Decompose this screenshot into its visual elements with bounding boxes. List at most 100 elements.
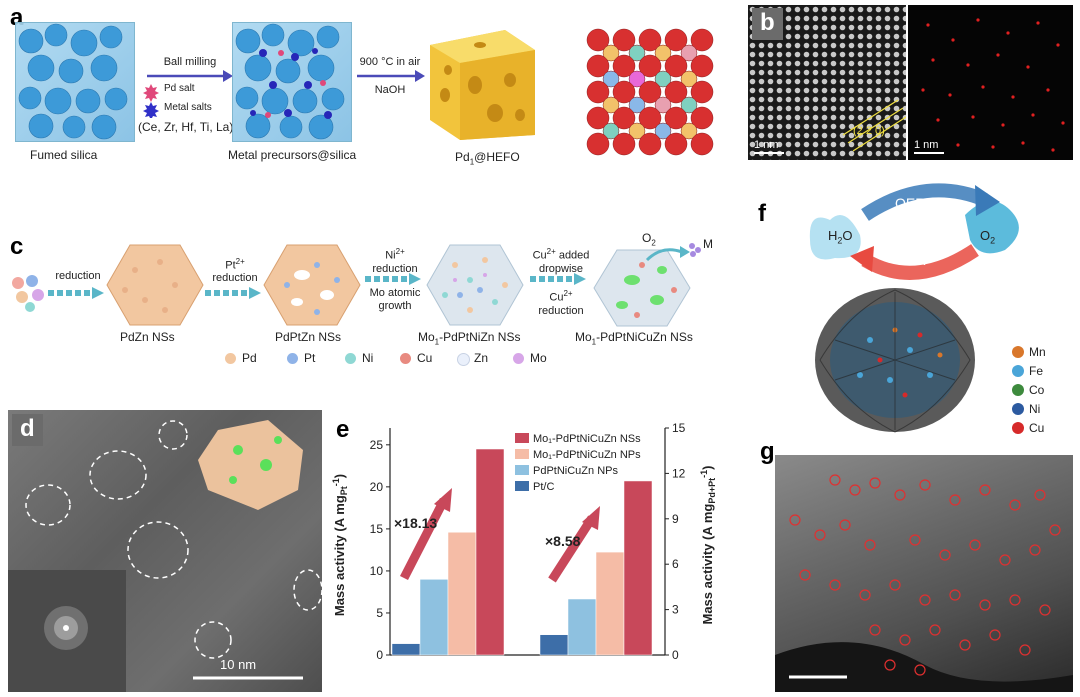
trend-arrow xyxy=(399,497,449,581)
panel-b-lattice-label: (2 2 0) xyxy=(853,125,885,137)
legend-swatch xyxy=(457,353,470,366)
legend-label: Pt xyxy=(304,351,316,365)
panel-b-scale-right: 1 nm xyxy=(914,139,939,151)
legend-label: Cu xyxy=(417,351,433,365)
right-tick-label: 3 xyxy=(672,603,679,617)
legend-swatch xyxy=(1012,422,1024,434)
panel-label-d: d xyxy=(12,414,43,446)
right-tick-label: 6 xyxy=(672,557,679,571)
fumed-silica-cube xyxy=(15,22,135,142)
legend-label: Pt/C xyxy=(533,481,554,493)
pd-atom-map xyxy=(914,18,1065,154)
step1-label: reduction xyxy=(55,270,101,282)
panel-label-b: b xyxy=(752,8,783,40)
metal-salts-label: Metal salts xyxy=(164,102,212,113)
step3-label: Ni2+ reduction xyxy=(372,247,418,275)
panel-b-scale-left: 1 nm xyxy=(754,139,779,151)
mo1-pdptnicuzn-label: Mo1-PdPtNiCuZn NSs xyxy=(575,330,693,347)
step2-arrow xyxy=(205,287,261,299)
bar xyxy=(595,551,625,656)
left-ticks: 0 5 10 15 20 25 xyxy=(370,438,390,662)
trend-arrow-head xyxy=(582,506,600,530)
left-tick-label: 20 xyxy=(370,480,384,494)
oer-orr-cycle xyxy=(809,183,1019,280)
trend-arrow-head xyxy=(434,488,452,512)
bar xyxy=(475,448,505,656)
mo1-pdptnizn-nanosheet xyxy=(426,244,524,326)
legend-swatch xyxy=(515,433,529,443)
h2o-label: H2O xyxy=(828,228,853,246)
panel-g-haadf-image xyxy=(775,455,1073,692)
bar xyxy=(567,598,597,656)
left-tick-label: 15 xyxy=(370,522,384,536)
panel-d-scale-label: 10 nm xyxy=(220,657,257,672)
carbon-cluster xyxy=(815,288,975,433)
heat-label: 900 °C in air xyxy=(359,56,421,68)
right-tick-label: 9 xyxy=(672,512,679,526)
legend-swatch xyxy=(1012,346,1024,358)
legend-swatch xyxy=(515,465,529,475)
bar xyxy=(539,634,569,656)
legend-label: Cu xyxy=(1029,421,1045,435)
panel-f-legend: Mn Fe Co Ni Cu xyxy=(1012,345,1072,440)
left-axis-label: Mass activity (A mgPt-1) xyxy=(331,474,349,616)
legend-label: Fe xyxy=(1029,364,1044,378)
chart-legend: Mo₁-PdPtNiCuZn NSs Mo₁-PdPtNiCuZn NPs PdPt… xyxy=(515,433,641,493)
legend-label: Mo xyxy=(530,351,547,365)
legend-label: Mo₁-PdPtNiCuZn NPs xyxy=(533,449,641,461)
legend-label: Pd xyxy=(242,351,257,365)
trend-arrow xyxy=(548,515,596,583)
left-tick-label: 0 xyxy=(376,648,383,662)
bar xyxy=(419,579,449,656)
svg-text:Mass activity (A mgPt-1): Mass activity (A mgPt-1) xyxy=(331,474,349,616)
step4-arrow xyxy=(530,273,586,285)
metal-precursors-label: Metal precursors@silica xyxy=(228,148,357,162)
panel-label-g: g xyxy=(760,438,775,465)
pdzn-nanosheet xyxy=(106,244,204,326)
legend-swatch xyxy=(287,353,298,364)
panel-b-map-image: 1 nm xyxy=(908,5,1073,160)
panel-c: c reduction Pt2+ reduction Ni2+ reduction … xyxy=(0,225,740,375)
mo1-pdptnizn-label: Mo1-PdPtNiZn NSs xyxy=(418,330,521,347)
naoh-label: NaOH xyxy=(374,84,406,96)
mo1-pdptnicuzn-nanosheet xyxy=(593,243,701,327)
step2-label: Pt2+ reduction xyxy=(212,257,258,284)
panel-f: f OER ORR H2O O2 Mn Fe Co Ni Cu xyxy=(750,180,1080,440)
legend-label: Zn xyxy=(474,351,489,365)
pdptzn-nanosheet xyxy=(263,244,361,326)
left-tick-label: 10 xyxy=(370,564,384,578)
step4-label: Cu2+ added dropwise xyxy=(532,247,590,275)
mass-activity-chart: 0 5 10 15 20 25 0 3 6 9 12 15 ×18.13 ×8.58 Mass act… xyxy=(331,421,717,662)
panel-label-e: e xyxy=(336,416,350,443)
legend-swatch xyxy=(1012,365,1024,377)
legend-label: Ni xyxy=(362,351,374,365)
right-tick-label: 12 xyxy=(672,466,686,480)
panel-a: a Fumed silica Ball milling Pd salt Meta… xyxy=(0,0,740,185)
ratio-annotation: ×8.58 xyxy=(545,533,581,549)
tem-overlay xyxy=(8,420,323,692)
panel-label-f: f xyxy=(758,200,766,227)
step1-arrow xyxy=(48,287,104,299)
svg-text:Mass activity (A mgPd+Pt-1): Mass activity (A mgPd+Pt-1) xyxy=(699,465,717,624)
heat-arrow xyxy=(357,70,425,82)
left-tick-label: 25 xyxy=(370,438,384,452)
legend-label: Mo₁-PdPtNiCuZn NSs xyxy=(533,433,641,445)
oer-label: OER xyxy=(895,195,926,211)
step4-sublabel: Cu2+ reduction xyxy=(538,289,584,317)
legend-swatch xyxy=(513,353,524,364)
precursor-spheres xyxy=(235,23,345,140)
annotations: ×18.13 ×8.58 xyxy=(394,488,600,583)
ratio-annotation: ×18.13 xyxy=(394,515,437,531)
bar xyxy=(623,480,653,656)
legend-label: Mn xyxy=(1029,345,1046,359)
o2-label: O2 xyxy=(642,231,656,248)
hefo-block xyxy=(430,30,535,140)
right-axis-label: Mass activity (A mgPd+Pt-1) xyxy=(699,465,717,624)
metal-list-label: (Ce, Zr, Hf, Ti, La) xyxy=(138,120,234,134)
panel-d-tem-image: 10 nm xyxy=(8,410,323,692)
metal-precursors-cube xyxy=(232,22,352,142)
step3-sublabel: Mo atomic growth xyxy=(369,287,421,312)
legend-swatch xyxy=(345,353,356,364)
legend-swatch xyxy=(515,481,529,491)
right-tick-label: 15 xyxy=(672,421,686,435)
